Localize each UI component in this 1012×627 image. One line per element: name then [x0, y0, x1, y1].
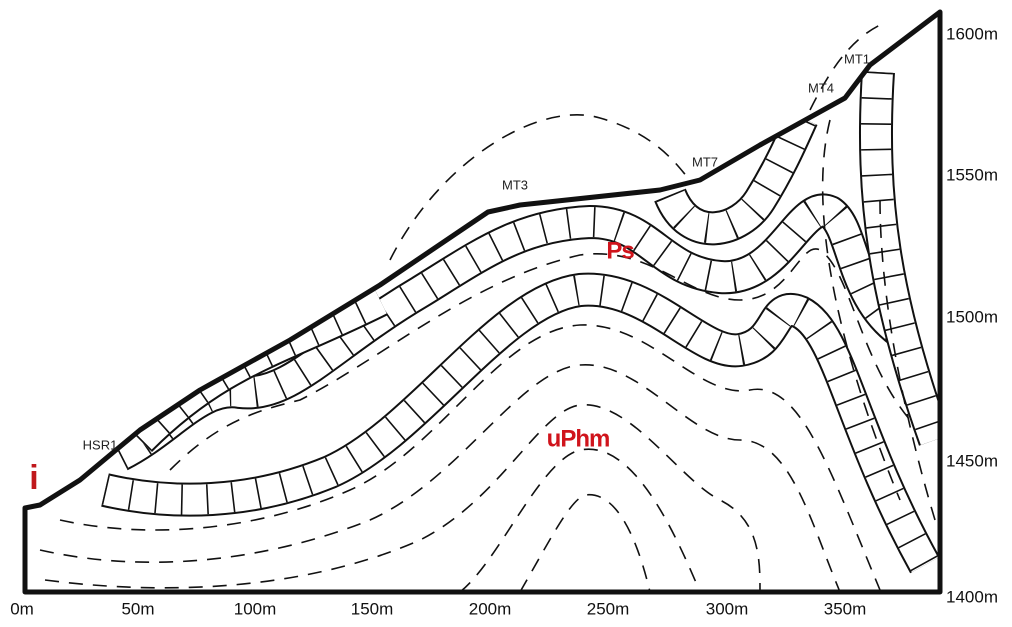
dashed-layers [39, 119, 936, 592]
x-label: 100m [234, 599, 277, 618]
sample-label: MT7 [692, 154, 718, 169]
x-label: 0m [10, 599, 34, 618]
y-label: 1450m [946, 451, 998, 470]
y-label: 1400m [946, 587, 998, 606]
sample-label: MT1 [844, 51, 870, 66]
bands [105, 72, 935, 565]
eroded-fold [389, 24, 881, 261]
x-label: 300m [706, 599, 749, 618]
x-label: 350m [824, 599, 867, 618]
x-label: 250m [587, 599, 630, 618]
x-label: 50m [121, 599, 154, 618]
unit-label: uPhm [547, 425, 610, 452]
y-label: 1600m [946, 24, 998, 43]
x-label: 150m [351, 599, 394, 618]
sample-label: HSR1 [83, 437, 118, 452]
unit-label: Ps [606, 237, 634, 264]
y-label: 1500m [946, 307, 998, 326]
strata [39, 72, 936, 592]
sample-label: MT3 [502, 177, 528, 192]
marker: i [29, 459, 38, 497]
x-label: 200m [469, 599, 512, 618]
sample-label: MT4 [808, 80, 834, 95]
y-label: 1550m [946, 165, 998, 184]
section-outline [22, 9, 943, 595]
